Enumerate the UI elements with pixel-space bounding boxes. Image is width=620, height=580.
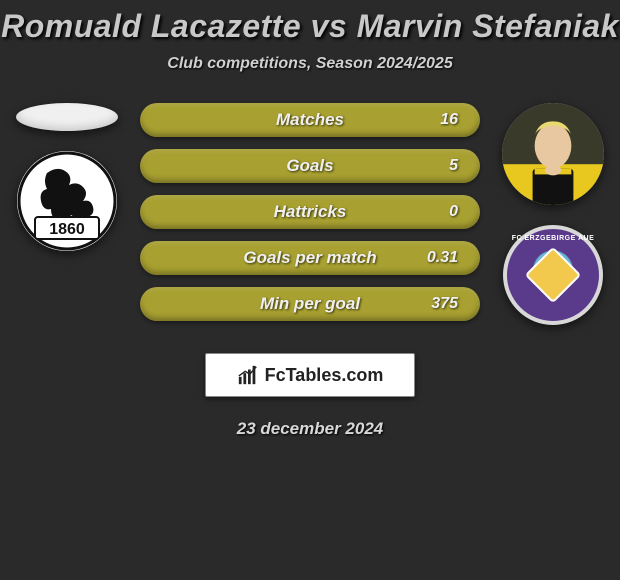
stat-bar-matches: Matches 16 (140, 103, 480, 137)
stat-label: Hattricks (274, 202, 347, 222)
badge-aue-shield-icon (525, 247, 582, 304)
page-title: Romuald Lacazette vs Marvin Stefaniak (0, 8, 620, 45)
stat-label: Matches (276, 110, 344, 130)
badge-1860-year: 1860 (49, 221, 85, 238)
date-line: 23 december 2024 (0, 419, 620, 439)
stat-value: 375 (431, 295, 458, 313)
stats-column: Matches 16 Goals 5 Hattricks 0 Goals per… (140, 103, 480, 321)
club-badge-right: FC ERZGEBIRGE AUE (503, 225, 603, 325)
comparison-card: Romuald Lacazette vs Marvin Stefaniak Cl… (0, 0, 620, 580)
stat-value: 0.31 (427, 249, 458, 267)
club-badge-left: 1860 (17, 151, 117, 251)
player-left-avatar (16, 103, 118, 131)
player-portrait-icon (502, 103, 604, 205)
stat-bar-min-per-goal: Min per goal 375 (140, 287, 480, 321)
stat-value: 0 (449, 203, 458, 221)
brand-label: FcTables.com (265, 365, 384, 386)
stat-label: Min per goal (260, 294, 360, 314)
stat-bar-hattricks: Hattricks 0 (140, 195, 480, 229)
stat-label: Goals (286, 156, 333, 176)
stat-value: 16 (440, 111, 458, 129)
chart-icon (237, 364, 259, 386)
stat-label: Goals per match (243, 248, 376, 268)
stat-bar-goals-per-match: Goals per match 0.31 (140, 241, 480, 275)
badge-1860-icon: 1860 (17, 151, 117, 251)
left-player-column: 1860 (12, 103, 122, 251)
stat-bar-goals: Goals 5 (140, 149, 480, 183)
subtitle: Club competitions, Season 2024/2025 (0, 55, 620, 73)
brand-box[interactable]: FcTables.com (205, 353, 415, 397)
right-player-column: FC ERZGEBIRGE AUE (498, 103, 608, 325)
main-row: 1860 Matches 16 Goals 5 Hattricks 0 Goal… (0, 103, 620, 325)
stat-value: 5 (449, 157, 458, 175)
badge-aue-label: FC ERZGEBIRGE AUE (507, 235, 599, 242)
player-right-avatar (502, 103, 604, 205)
